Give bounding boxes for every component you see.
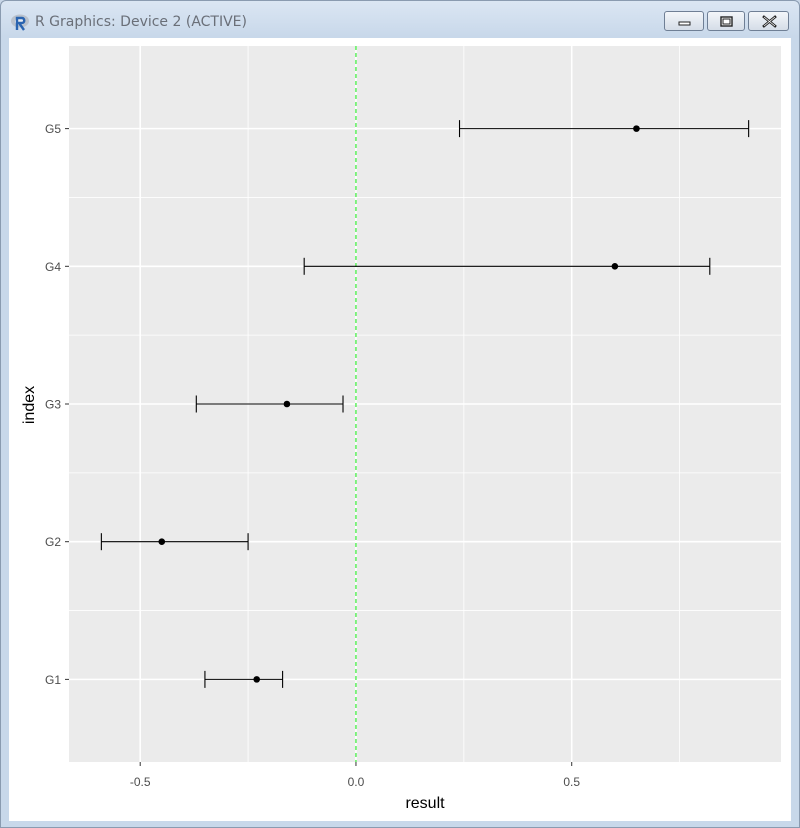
- point-g1: [253, 676, 261, 683]
- x-tick-label: -0.5: [130, 775, 151, 789]
- window-title: R Graphics: Device 2 (ACTIVE): [35, 14, 247, 30]
- title-bar[interactable]: R Graphics: Device 2 (ACTIVE): [1, 1, 799, 37]
- close-button[interactable]: [748, 11, 789, 31]
- minimize-icon: [678, 21, 691, 26]
- x-axis-label: result: [405, 795, 445, 812]
- y-tick-label-g2: G2: [45, 535, 61, 549]
- minimize-button[interactable]: [664, 11, 704, 31]
- errorbar-marks: [100, 120, 750, 688]
- point-g3: [283, 400, 291, 408]
- y-tick-label-g5: G5: [45, 122, 61, 136]
- plot-device-area: -0.5 0.0 0.5 G1 G2 G3 G4 G5 result index: [9, 38, 791, 821]
- axis-ticks: [65, 128, 573, 766]
- maximize-icon: [720, 16, 733, 27]
- point-g5: [633, 125, 640, 132]
- y-tick-label-g3: G3: [45, 398, 61, 412]
- x-tick-label: 0.5: [563, 775, 580, 789]
- y-tick-label-g1: G1: [45, 673, 61, 687]
- maximize-button[interactable]: [707, 11, 745, 31]
- close-icon: [762, 15, 777, 28]
- y-axis-label: index: [21, 386, 38, 424]
- tick-labels: -0.5 0.0 0.5 G1 G2 G3 G4 G5: [45, 122, 580, 789]
- r-logo-icon: [11, 14, 29, 31]
- point-g4: [611, 263, 619, 270]
- errorbar-chart: -0.5 0.0 0.5 G1 G2 G3 G4 G5 result index: [21, 46, 781, 812]
- point-g2: [158, 538, 166, 545]
- x-tick-label: 0.0: [348, 775, 365, 789]
- y-tick-label-g4: G4: [45, 260, 61, 274]
